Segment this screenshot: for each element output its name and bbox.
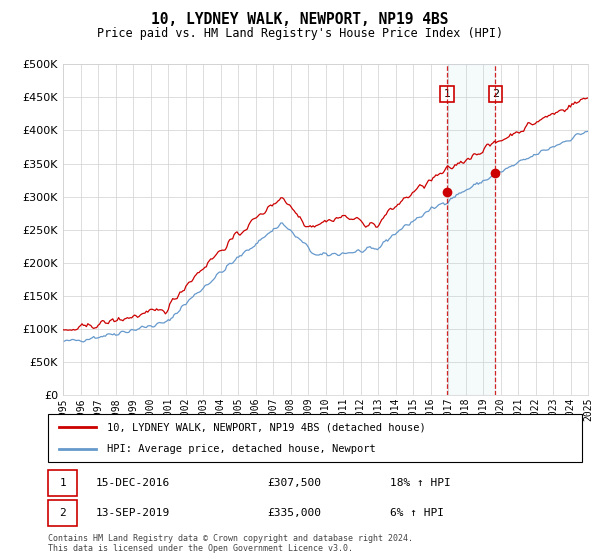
- Text: 10, LYDNEY WALK, NEWPORT, NP19 4BS (detached house): 10, LYDNEY WALK, NEWPORT, NP19 4BS (deta…: [107, 422, 425, 432]
- Text: 2: 2: [59, 508, 66, 518]
- Text: 2: 2: [492, 89, 499, 99]
- Bar: [48, 500, 77, 526]
- Text: 13-SEP-2019: 13-SEP-2019: [96, 508, 170, 518]
- Text: Price paid vs. HM Land Registry's House Price Index (HPI): Price paid vs. HM Land Registry's House …: [97, 27, 503, 40]
- Bar: [448, 64, 496, 395]
- Text: 1: 1: [444, 89, 451, 99]
- Text: 6% ↑ HPI: 6% ↑ HPI: [390, 508, 444, 518]
- Text: 1: 1: [59, 478, 66, 488]
- Text: £307,500: £307,500: [267, 478, 321, 488]
- Text: 18% ↑ HPI: 18% ↑ HPI: [390, 478, 451, 488]
- Text: HPI: Average price, detached house, Newport: HPI: Average price, detached house, Newp…: [107, 444, 376, 454]
- Bar: [48, 470, 77, 496]
- Text: £335,000: £335,000: [267, 508, 321, 518]
- Text: 10, LYDNEY WALK, NEWPORT, NP19 4BS: 10, LYDNEY WALK, NEWPORT, NP19 4BS: [151, 12, 449, 27]
- Text: Contains HM Land Registry data © Crown copyright and database right 2024.
This d: Contains HM Land Registry data © Crown c…: [48, 534, 413, 553]
- Text: 15-DEC-2016: 15-DEC-2016: [96, 478, 170, 488]
